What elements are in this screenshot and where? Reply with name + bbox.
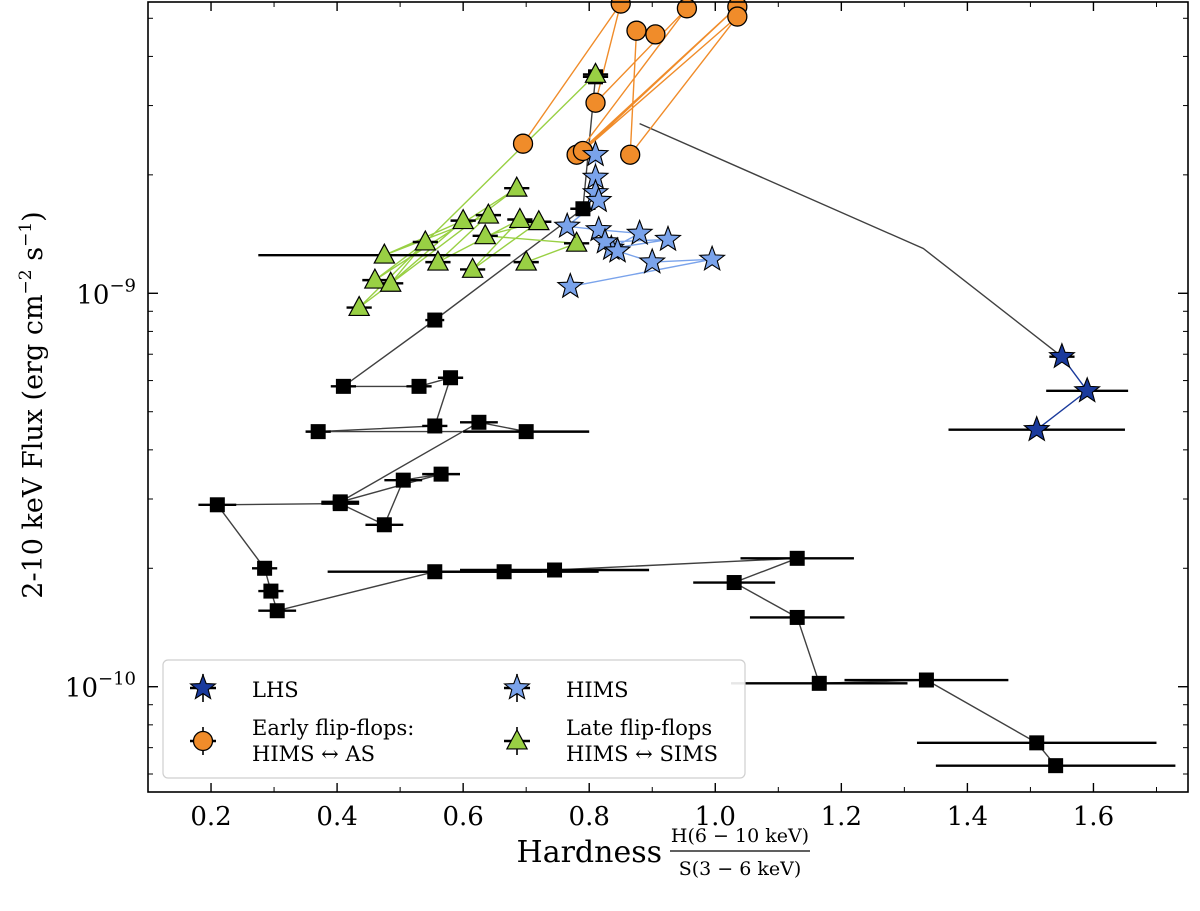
legend-label-lhs: LHS	[252, 678, 299, 702]
legend-symbol-lhs	[189, 673, 217, 700]
point-early	[512, 133, 534, 154]
plot-frame	[147, 1, 1189, 793]
x-tick-label: 0.2	[190, 802, 231, 832]
x-axis-label: Hardness	[517, 835, 662, 870]
point-lhs	[1048, 342, 1076, 369]
point-early	[585, 92, 606, 113]
legend-symbol-late	[505, 728, 529, 750]
point-path	[1048, 758, 1064, 774]
point-hims	[553, 211, 581, 239]
x-tick-label: 0.4	[316, 802, 357, 832]
x-tick-label: 1.2	[821, 802, 862, 832]
point-early	[610, 0, 631, 14]
point-hims	[584, 215, 613, 242]
point-path	[332, 494, 348, 510]
point-late	[373, 242, 396, 264]
point-path	[789, 550, 805, 566]
x-tick-label: 1.0	[695, 802, 736, 832]
point-path	[443, 370, 459, 386]
legend-symbol-early	[192, 730, 214, 752]
point-early	[620, 144, 641, 165]
point-early	[676, 0, 698, 19]
x-tick-label: 1.4	[947, 802, 988, 832]
legend-symbol-hims	[503, 673, 531, 700]
point-path	[726, 575, 742, 591]
point-path	[547, 562, 563, 578]
y-tick-label: 10−9	[76, 275, 136, 310]
point-path	[518, 424, 534, 440]
series-line-hims_path	[639, 122, 1063, 358]
axes-ticks	[147, 2, 1188, 792]
point-path	[789, 609, 805, 625]
point-late	[426, 249, 450, 271]
point-path	[257, 560, 273, 576]
point-hims	[581, 140, 610, 167]
legend-label-early-line2: HIMS ↔ AS	[252, 742, 375, 766]
point-hims	[638, 247, 667, 274]
x-tick-label: 0.8	[569, 802, 610, 832]
point-late	[508, 207, 532, 229]
series-line-late	[358, 73, 596, 309]
point-late	[474, 223, 497, 245]
y-axis-label: 2-10 keV Flux (erg cm−2 s−1)	[16, 211, 49, 598]
tick-labels: 0.2 0.4 0.6 0.8 1.0 1.2 1.4 1.6 10−10 10−9	[65, 275, 1114, 832]
point-hims	[625, 218, 654, 246]
point-late	[565, 231, 588, 252]
point-early	[645, 24, 666, 45]
x-axis-label-numerator: H(6 − 10 keV)	[671, 825, 809, 847]
point-path	[427, 564, 443, 580]
series-line-lhs	[1036, 356, 1089, 431]
point-hims	[584, 186, 613, 213]
point-path	[269, 603, 285, 619]
legend: LHS HIMS Early flip-flops: HIMS ↔ AS Lat…	[162, 659, 746, 779]
point-path	[575, 201, 591, 217]
point-late	[348, 295, 371, 317]
point-path	[918, 672, 934, 688]
point-path	[395, 472, 411, 488]
point-path	[811, 675, 827, 691]
point-late	[414, 229, 437, 251]
point-path	[335, 378, 351, 394]
point-path	[471, 414, 487, 430]
point-late	[584, 62, 607, 83]
point-path	[310, 424, 326, 440]
legend-box	[162, 659, 746, 779]
y-tick-label: 10−10	[65, 669, 136, 704]
point-lhs	[1073, 376, 1101, 403]
point-path	[263, 583, 279, 599]
legend-label-hims: HIMS	[566, 678, 629, 702]
x-tick-label: 0.6	[442, 802, 483, 832]
point-early	[727, 6, 748, 27]
point-path	[376, 517, 392, 533]
x-tick-label: 1.6	[1073, 802, 1114, 832]
point-late	[363, 267, 387, 289]
point-hims	[603, 236, 632, 263]
point-early	[626, 20, 647, 41]
legend-label-late-line2: HIMS ↔ SIMS	[566, 742, 718, 766]
x-axis-label-denominator: S(3 − 6 keV)	[679, 858, 802, 880]
point-path	[411, 378, 427, 394]
point-path	[427, 418, 443, 434]
point-lhs	[1022, 415, 1051, 442]
legend-label-early-line1: Early flip-flops:	[252, 716, 414, 740]
point-late	[452, 208, 475, 230]
point-path	[496, 564, 512, 580]
point-hims	[654, 224, 682, 252]
point-hims	[556, 272, 585, 299]
point-late	[515, 249, 538, 271]
point-path	[427, 312, 443, 328]
data-markers	[209, 0, 1101, 774]
legend-symbols	[189, 673, 531, 755]
point-path	[1029, 735, 1045, 751]
point-late	[379, 271, 402, 292]
point-late	[505, 175, 528, 197]
point-late	[527, 209, 550, 231]
legend-label-late-line1: Late flip-flops	[566, 716, 712, 740]
point-hims	[698, 244, 726, 272]
point-path	[209, 497, 225, 513]
point-late	[461, 257, 484, 278]
point-late	[477, 202, 500, 224]
point-path	[433, 466, 449, 482]
